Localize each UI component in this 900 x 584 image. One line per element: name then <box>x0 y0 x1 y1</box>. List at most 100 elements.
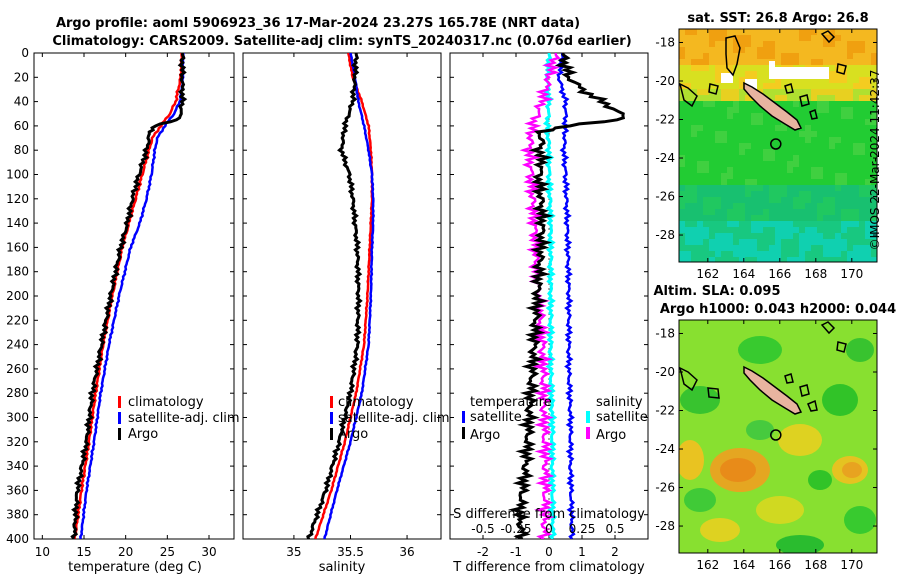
sst-cell <box>721 119 727 125</box>
sst-cell <box>871 59 877 65</box>
sst-cell <box>799 215 805 221</box>
sst-cell <box>793 47 799 53</box>
temperature-xlabel: temperature (deg C) <box>68 560 202 575</box>
map-x-tick-label: 164 <box>732 558 755 572</box>
sst-cell <box>799 161 805 167</box>
chesterfield-reef <box>679 366 698 392</box>
sst-cell <box>787 53 793 59</box>
sst-cell <box>841 131 847 137</box>
sst-cell <box>859 53 865 59</box>
sst-cell <box>715 53 721 59</box>
sst-cell <box>763 71 769 77</box>
sst-cell <box>817 83 823 89</box>
sst-cell <box>823 197 829 203</box>
sst-cell <box>811 35 817 41</box>
salinity-diff-label: S difference from climatology <box>453 507 645 522</box>
sla-map <box>679 320 877 553</box>
sst-cell <box>841 185 847 191</box>
sst-cell <box>709 149 715 155</box>
sst-cell <box>817 227 823 233</box>
sla-anomaly-blob <box>846 338 874 362</box>
sst-cell <box>751 125 757 131</box>
reef-outline <box>836 341 847 353</box>
sst-cell <box>679 137 685 143</box>
sst-cell <box>685 245 691 251</box>
sst-cell <box>763 185 769 191</box>
sst-cell <box>733 239 739 245</box>
sst-cell <box>829 167 835 173</box>
sst-cell <box>733 167 739 173</box>
sst-cell <box>865 161 871 167</box>
sst-cell <box>829 59 835 65</box>
sst-cell <box>829 95 835 101</box>
sst-cell <box>817 197 823 203</box>
sst-cell <box>817 143 823 149</box>
diff-legend-targo-label: Argo <box>470 428 500 443</box>
sst-cell <box>811 41 817 47</box>
sla-anomaly-blob <box>776 535 824 553</box>
sst-cell <box>703 239 709 245</box>
sst-cell <box>727 257 733 262</box>
sst-cell <box>751 221 757 227</box>
sst-cell <box>853 245 859 251</box>
sst-cell <box>739 29 745 35</box>
sst-cell <box>733 209 739 215</box>
sst-cell <box>793 185 799 191</box>
sst-cell <box>841 257 847 262</box>
sst-cell <box>769 35 775 41</box>
sst-cell <box>721 239 727 245</box>
sst-cell <box>817 113 823 119</box>
sst-cell <box>793 203 799 209</box>
sst-cell <box>715 251 721 257</box>
sst-cell <box>793 41 799 47</box>
sst-cell <box>805 41 811 47</box>
figure-title-line1: Argo profile: aoml 5906923_36 17-Mar-202… <box>56 16 580 31</box>
sst-cell <box>865 197 871 203</box>
sst-cell <box>697 113 703 119</box>
sst-cell <box>757 209 763 215</box>
sst-cell <box>709 215 715 221</box>
sst-cell <box>757 119 763 125</box>
sst-cell <box>709 239 715 245</box>
sst-cell <box>817 251 823 257</box>
sst-cell <box>847 239 853 245</box>
sst-cell <box>835 29 841 35</box>
sst-cell <box>841 95 847 101</box>
sst-cell <box>727 233 733 239</box>
sst-cell <box>853 83 859 89</box>
salinity-satellite-diff-line <box>542 53 558 539</box>
sst-cell <box>685 185 691 191</box>
sst-cell <box>739 71 745 77</box>
sst-cell <box>829 227 835 233</box>
sst-cell <box>841 221 847 227</box>
sst-cell <box>703 197 709 203</box>
sst-cell <box>811 203 817 209</box>
sst-cell <box>763 227 769 233</box>
sst-cell <box>721 251 727 257</box>
sst-cell <box>703 41 709 47</box>
sst-cell <box>691 131 697 137</box>
depth-tick-label: 220 <box>6 313 29 327</box>
sst-cell <box>721 47 727 53</box>
sst-cell <box>823 185 829 191</box>
temperature-satellite-line <box>79 53 186 539</box>
sst-cell <box>709 89 715 95</box>
sst-cell <box>793 101 799 107</box>
sst-cell <box>703 227 709 233</box>
sst-cell <box>709 143 715 149</box>
sst-cell <box>829 221 835 227</box>
sst-cell <box>811 197 817 203</box>
sst-cell <box>811 215 817 221</box>
sst-cell <box>871 143 877 149</box>
sst-cell <box>829 83 835 89</box>
sst-cell <box>709 119 715 125</box>
sst-cell <box>769 161 775 167</box>
sst-cell <box>739 221 745 227</box>
sst-cell <box>739 179 745 185</box>
new-caledonia-island <box>743 365 803 415</box>
sst-cell <box>733 191 739 197</box>
sst-cell <box>763 173 769 179</box>
legend-satellite-label: satellite-adj. clim <box>128 411 240 426</box>
depth-tick-label: 80 <box>14 143 29 157</box>
